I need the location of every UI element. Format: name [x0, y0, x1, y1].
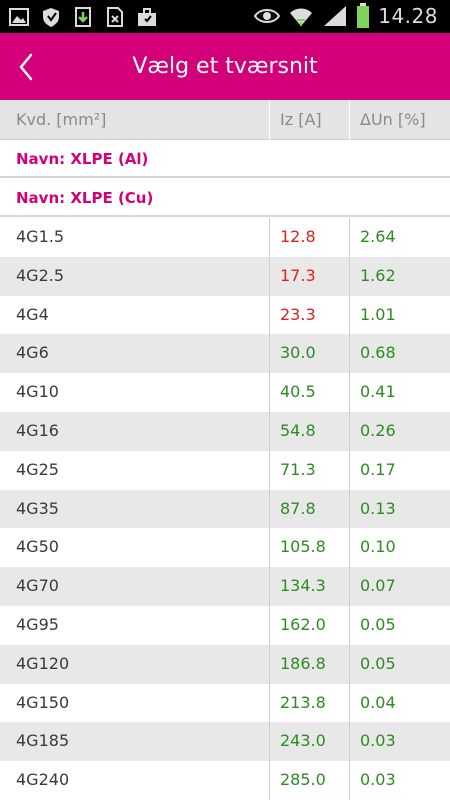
- cell-iz: 105.8: [280, 537, 326, 557]
- table-row[interactable]: 4G95 162.0 0.05: [0, 605, 450, 645]
- notification-icons: [8, 5, 158, 29]
- header-divider: [269, 100, 270, 140]
- table-row[interactable]: 4G2.5 17.3 1.62: [0, 256, 450, 296]
- shield-icon: [43, 8, 59, 27]
- cell-dun: 0.17: [360, 459, 396, 479]
- cell-iz: 23.3: [280, 304, 316, 324]
- cell-dun: 1.62: [360, 265, 396, 285]
- cell-kvd: 4G1.5: [16, 227, 65, 246]
- cell-kvd: 4G6: [16, 343, 49, 363]
- column-header-dun: ΔUn [%]: [360, 110, 426, 129]
- cell-kvd: 4G240: [16, 770, 70, 790]
- cell-iz: 40.5: [280, 382, 316, 402]
- cell-kvd: 4G70: [16, 576, 59, 596]
- clock: 14.28: [378, 4, 438, 28]
- cell-kvd: 4G95: [16, 614, 59, 634]
- chevron-left-icon: [19, 53, 33, 81]
- table-row[interactable]: 4G4 23.3 1.01: [0, 295, 450, 335]
- cell-kvd: 4G185: [16, 731, 70, 751]
- cell-iz: 213.8: [280, 692, 326, 712]
- wifi-icon: [290, 8, 313, 26]
- back-button[interactable]: [8, 47, 44, 87]
- group-label: Navn: XLPE (Al): [16, 150, 149, 168]
- column-header-iz: Iz [A]: [280, 110, 322, 129]
- group-row-xlpe-cu[interactable]: Navn: XLPE (Cu): [0, 179, 450, 217]
- file-icon: [107, 7, 123, 27]
- cell-dun: 0.05: [360, 653, 396, 673]
- cell-dun: 0.41: [360, 382, 396, 402]
- table-row[interactable]: 4G1.5 12.8 2.64: [0, 218, 450, 257]
- cell-kvd: 4G50: [16, 537, 59, 557]
- cell-kvd: 4G2.5: [16, 265, 65, 285]
- status-bar: 14.28: [0, 0, 450, 33]
- cell-kvd: 4G150: [16, 692, 70, 712]
- cell-kvd: 4G25: [16, 459, 59, 479]
- table-row[interactable]: 4G70 134.3 0.07: [0, 567, 450, 606]
- cell-dun: 0.26: [360, 420, 396, 440]
- cell-iz: 186.8: [280, 653, 326, 673]
- briefcase-icon: [138, 8, 156, 26]
- cell-kvd: 4G16: [16, 420, 59, 440]
- table-row[interactable]: 4G120 186.8 0.05: [0, 644, 450, 684]
- header-divider: [349, 100, 350, 140]
- group-row-xlpe-al[interactable]: Navn: XLPE (Al): [0, 140, 450, 178]
- image-icon: [9, 8, 29, 26]
- table-row[interactable]: 4G50 105.8 0.10: [0, 528, 450, 568]
- cell-dun: 1.01: [360, 304, 396, 324]
- cell-dun: 0.13: [360, 498, 396, 518]
- cell-dun: 0.07: [360, 576, 396, 596]
- table-row[interactable]: 4G240 285.0 0.03: [0, 761, 450, 800]
- table-header: Kvd. [mm²] Iz [A] ΔUn [%]: [0, 100, 450, 140]
- cell-iz: 134.3: [280, 576, 326, 596]
- table-row[interactable]: 4G150 213.8 0.04: [0, 683, 450, 723]
- cell-dun: 0.03: [360, 731, 396, 751]
- cell-dun: 0.10: [360, 537, 396, 557]
- system-icons: 14.28: [254, 3, 438, 29]
- page-title: Vælg et tværsnit: [132, 54, 318, 79]
- table-row[interactable]: 4G185 243.0 0.03: [0, 722, 450, 762]
- cell-dun: 0.04: [360, 692, 396, 712]
- column-header-kvd: Kvd. [mm²]: [16, 110, 107, 129]
- cell-iz: 17.3: [280, 265, 316, 285]
- cell-iz: 54.8: [280, 420, 316, 440]
- group-label: Navn: XLPE (Cu): [16, 189, 154, 207]
- action-bar: Vælg et tværsnit: [0, 33, 450, 100]
- cell-kvd: 4G120: [16, 653, 70, 673]
- cell-iz: 243.0: [280, 731, 326, 751]
- battery-icon: [357, 3, 370, 28]
- table-row[interactable]: 4G6 30.0 0.68: [0, 334, 450, 374]
- cell-dun: 0.05: [360, 614, 396, 634]
- cross-section-list: 4G1.5 12.8 2.64 4G2.5 17.3 1.62 4G4 23.3…: [0, 218, 450, 800]
- cell-iz: 162.0: [280, 614, 326, 634]
- cell-iz: 12.8: [280, 227, 316, 246]
- table-row[interactable]: 4G35 87.8 0.13: [0, 489, 450, 529]
- table-row[interactable]: 4G10 40.5 0.41: [0, 373, 450, 412]
- cell-kvd: 4G4: [16, 304, 49, 324]
- table-row[interactable]: 4G25 71.3 0.17: [0, 450, 450, 490]
- eye-icon: [254, 9, 281, 23]
- cell-iz: 87.8: [280, 498, 316, 518]
- cell-dun: 0.03: [360, 770, 396, 790]
- cell-kvd: 4G10: [16, 382, 59, 402]
- table-row[interactable]: 4G16 54.8 0.26: [0, 411, 450, 451]
- cell-dun: 0.68: [360, 343, 396, 363]
- cell-dun: 2.64: [360, 227, 396, 246]
- signal-icon: [324, 6, 347, 26]
- cell-iz: 71.3: [280, 459, 316, 479]
- download-icon: [75, 7, 91, 27]
- cell-iz: 285.0: [280, 770, 326, 790]
- cell-kvd: 4G35: [16, 498, 59, 518]
- cell-iz: 30.0: [280, 343, 316, 363]
